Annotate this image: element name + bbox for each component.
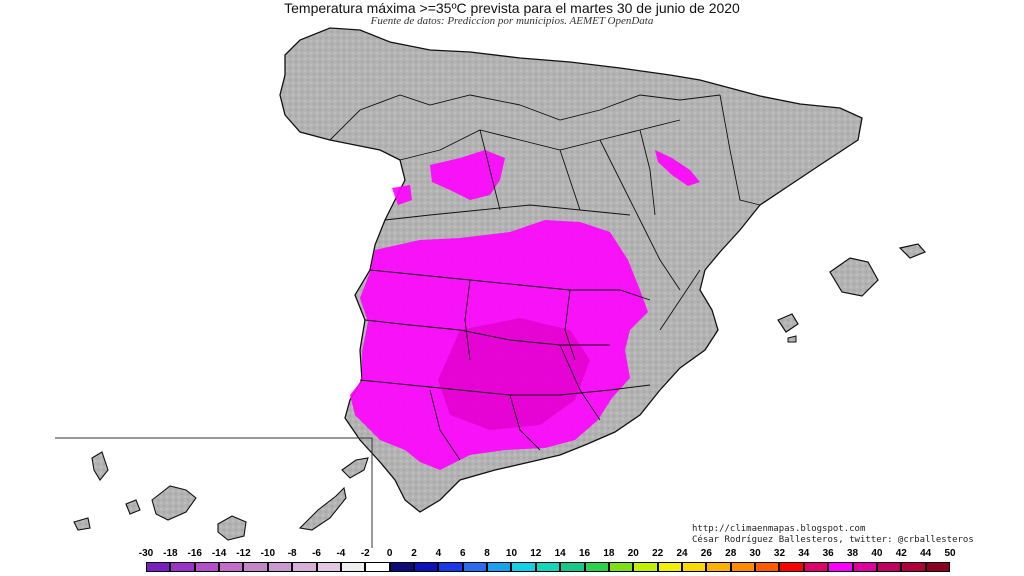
scale-swatch xyxy=(219,562,244,572)
scale-label: 2 xyxy=(411,548,417,559)
scale-label: 34 xyxy=(798,548,810,559)
scale-swatch xyxy=(146,562,171,572)
scale-swatch xyxy=(535,562,561,572)
canary-islands xyxy=(73,451,369,541)
regional-borders xyxy=(329,94,761,461)
scale-swatch xyxy=(243,562,268,572)
canary-inset-frame xyxy=(55,437,373,548)
heat-zone-core xyxy=(438,318,590,430)
lanzarote-island xyxy=(341,457,369,479)
scale-swatch xyxy=(462,562,488,572)
scale-label: 26 xyxy=(700,548,712,559)
heat-zone-ebro xyxy=(655,150,700,186)
menorca-island xyxy=(898,243,927,259)
color-scale-legend: -30 -18 -16 -14 -12 -10 -8 -6 -4 -2 0 2 4 6 8 10 12 14 16 1… xyxy=(0,548,1024,576)
mallorca-island xyxy=(829,257,879,297)
ibiza-island xyxy=(777,313,799,333)
scale-label: 4 xyxy=(435,548,442,559)
gran-canaria-island xyxy=(217,515,247,541)
la-gomera-island xyxy=(125,499,141,515)
scale-swatch xyxy=(340,562,366,572)
scale-swatch xyxy=(389,562,414,572)
scale-label: -14 xyxy=(211,548,227,559)
scale-label: -8 xyxy=(287,548,297,559)
scale-label: 0 xyxy=(386,548,393,559)
scale-swatch xyxy=(584,562,609,572)
scale-swatch xyxy=(292,562,317,572)
scale-swatch xyxy=(414,562,439,572)
scale-swatch xyxy=(170,562,195,572)
scale-swatch xyxy=(267,562,293,572)
scale-label: 32 xyxy=(773,548,786,559)
map-subtitle: Fuente de datos: Prediccion por municipi… xyxy=(370,15,654,27)
scale-swatch xyxy=(438,562,463,572)
scale-swatch xyxy=(852,562,877,572)
credits-author: César Rodríguez Ballesteros, twitter: @c… xyxy=(692,535,974,545)
scale-swatch xyxy=(755,562,780,572)
scale-label: 44 xyxy=(920,548,932,559)
scale-label: 30 xyxy=(749,548,761,559)
spain-temperature-map xyxy=(55,27,927,548)
scale-swatch xyxy=(828,562,853,572)
credits-url: http://climaenmapas.blogspot.com xyxy=(692,524,866,534)
scale-swatch xyxy=(876,562,902,572)
scale-swatch xyxy=(560,562,585,572)
scale-label: 28 xyxy=(725,548,737,559)
fuerteventura-island xyxy=(298,486,347,531)
scale-label: 38 xyxy=(846,548,859,559)
scale-label: 42 xyxy=(895,548,907,559)
heat-zone-duero xyxy=(430,150,505,200)
scale-label: 22 xyxy=(652,548,664,559)
scale-swatch xyxy=(633,562,658,572)
credits: http://climaenmapas.blogspot.com César R… xyxy=(692,524,974,546)
scale-swatch xyxy=(316,562,341,572)
scale-label: 18 xyxy=(603,548,615,559)
el-hierro-island xyxy=(73,517,91,531)
la-palma-island xyxy=(91,451,109,481)
map-title: Temperatura máxima >=35ºC prevista para … xyxy=(284,0,740,16)
scale-swatch xyxy=(657,562,682,572)
scale-swatch xyxy=(511,562,536,572)
scale-swatch xyxy=(803,562,829,572)
scale-label: 36 xyxy=(822,548,834,559)
scale-label: -18 xyxy=(163,548,178,559)
scale-label: -4 xyxy=(336,548,346,559)
scale-label: 8 xyxy=(484,548,490,559)
scale-label: 20 xyxy=(627,548,639,559)
scale-label: 24 xyxy=(676,548,688,559)
scale-swatch xyxy=(779,562,804,572)
scale-label: -30 xyxy=(138,548,154,559)
scale-label: 40 xyxy=(871,548,883,559)
scale-swatch xyxy=(925,562,950,572)
scale-label: -16 xyxy=(187,548,202,559)
scale-label: -10 xyxy=(260,548,276,559)
scale-swatch xyxy=(608,562,634,572)
scale-label: -6 xyxy=(312,548,321,559)
scale-swatch xyxy=(730,562,756,572)
scale-label: 50 xyxy=(944,548,956,559)
scale-swatch xyxy=(901,562,926,572)
scale-label: 12 xyxy=(530,548,542,559)
scale-label: 14 xyxy=(554,548,566,559)
scale-label: -2 xyxy=(360,548,370,559)
scale-swatch xyxy=(194,562,220,572)
scale-swatch xyxy=(706,562,731,572)
scale-swatch xyxy=(682,562,707,572)
scale-label: -12 xyxy=(236,548,251,559)
scale-label: 16 xyxy=(578,548,591,559)
scale-swatch xyxy=(487,562,512,572)
heat-zone-west xyxy=(392,185,412,205)
scale-label: 6 xyxy=(459,548,466,559)
formentera-island xyxy=(787,335,797,343)
scale-swatch xyxy=(365,562,390,572)
tenerife-island xyxy=(151,485,197,521)
scale-label: 10 xyxy=(505,548,518,559)
